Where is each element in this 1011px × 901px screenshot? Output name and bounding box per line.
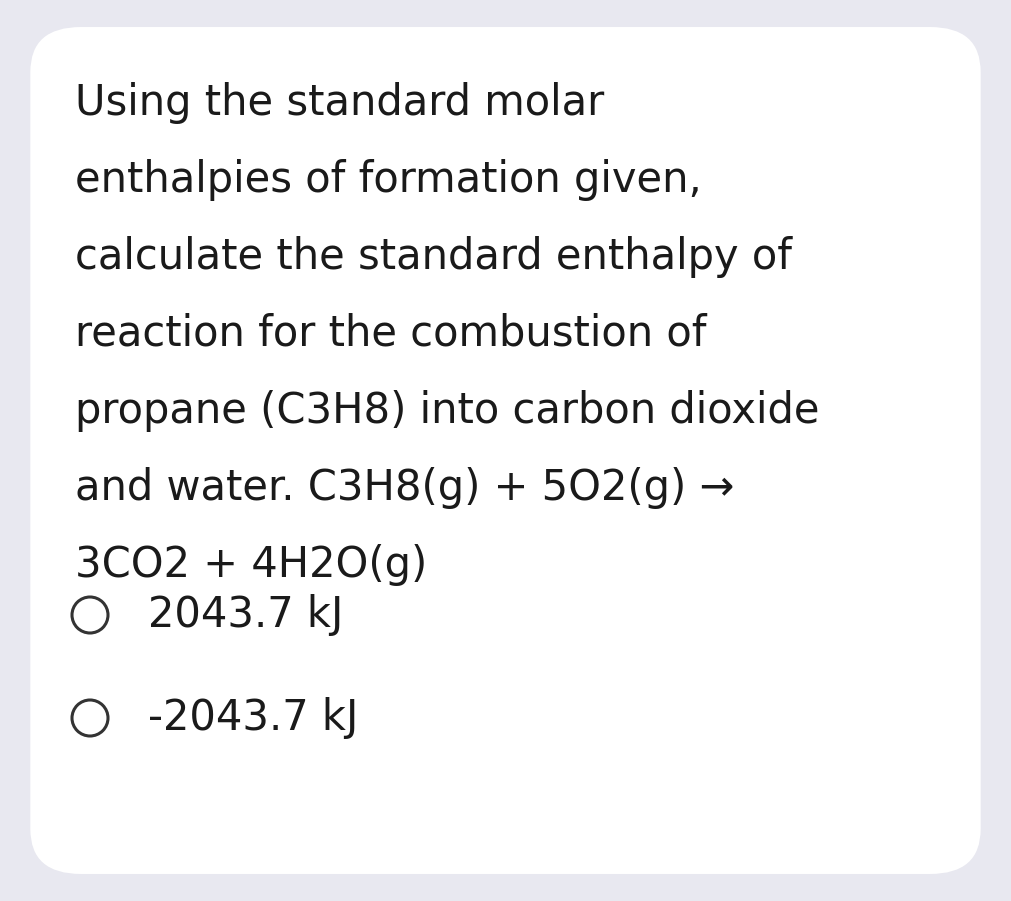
Text: 3CO2 + 4H2O(g): 3CO2 + 4H2O(g) [75,544,428,586]
Text: reaction for the combustion of: reaction for the combustion of [75,313,707,355]
Text: propane (C3H8) into carbon dioxide: propane (C3H8) into carbon dioxide [75,390,820,432]
Text: and water. C3H8(g) + 5O2(g) →: and water. C3H8(g) + 5O2(g) → [75,467,734,509]
Text: enthalpies of formation given,: enthalpies of formation given, [75,159,702,201]
Text: Using the standard molar: Using the standard molar [75,82,605,124]
Text: 2043.7 kJ: 2043.7 kJ [148,594,344,636]
Text: -2043.7 kJ: -2043.7 kJ [148,697,358,739]
Text: calculate the standard enthalpy of: calculate the standard enthalpy of [75,236,792,278]
